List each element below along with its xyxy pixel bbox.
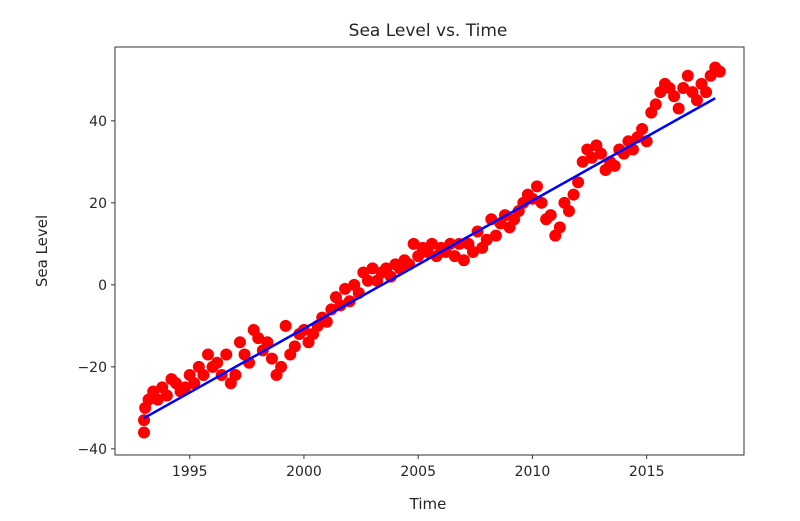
data-point (229, 369, 242, 382)
data-point (448, 250, 461, 263)
data-point (339, 282, 352, 295)
data-point (361, 274, 374, 287)
data-point (151, 393, 164, 406)
chart-title: Sea Level vs. Time (349, 21, 508, 41)
data-point (562, 205, 575, 218)
data-point (201, 348, 214, 361)
data-point (138, 426, 151, 439)
plot-frame (114, 46, 745, 456)
x-tick-label: 2015 (629, 464, 665, 480)
y-tick-label: −20 (77, 360, 107, 376)
data-point (425, 237, 438, 250)
data-point (211, 356, 224, 369)
x-tick-label: 2005 (400, 464, 436, 480)
data-point (690, 94, 703, 107)
data-point (567, 188, 580, 201)
x-tick-label: 2000 (286, 464, 322, 480)
data-point (279, 319, 292, 332)
plot-marks (138, 61, 726, 439)
data-point (197, 369, 210, 382)
data-point (668, 90, 681, 103)
data-point (672, 102, 685, 115)
data-point (288, 340, 301, 353)
data-point (572, 176, 585, 189)
y-tick-label: −40 (77, 442, 107, 458)
data-point (489, 229, 502, 242)
data-point (553, 221, 566, 234)
y-tick-label: 0 (98, 278, 107, 294)
data-point (467, 246, 480, 259)
data-point (544, 209, 557, 222)
data-point (265, 352, 278, 365)
data-point (188, 377, 201, 390)
data-point (677, 82, 690, 95)
x-axis-label: Time (409, 495, 447, 513)
data-point (160, 389, 173, 402)
data-point (275, 360, 288, 373)
data-point (233, 336, 246, 349)
y-axis-label: Sea Level (33, 215, 51, 287)
data-point (179, 381, 192, 394)
data-point (636, 123, 649, 136)
data-point (366, 262, 379, 275)
data-point (480, 233, 493, 246)
data-point (457, 254, 470, 267)
x-tick-label: 2010 (515, 464, 551, 480)
x-axis: 1995 2000 2005 2010 2015 (172, 455, 665, 480)
data-point (649, 98, 662, 111)
data-point (220, 348, 233, 361)
data-point (608, 159, 621, 172)
data-point (681, 69, 694, 82)
data-point (585, 151, 598, 164)
data-point (407, 237, 420, 250)
data-point (700, 86, 713, 99)
data-point (713, 65, 726, 78)
data-point (530, 180, 543, 193)
y-tick-label: 20 (89, 196, 107, 212)
x-tick-label: 1995 (172, 464, 208, 480)
y-tick-label: 40 (89, 114, 107, 130)
data-point (261, 336, 274, 349)
regression-line (143, 97, 716, 420)
data-point (535, 196, 548, 209)
data-point (252, 332, 265, 345)
data-point (444, 237, 457, 250)
y-axis: −40 −20 0 20 40 (77, 114, 115, 458)
data-point (594, 147, 607, 160)
data-point (576, 155, 589, 168)
